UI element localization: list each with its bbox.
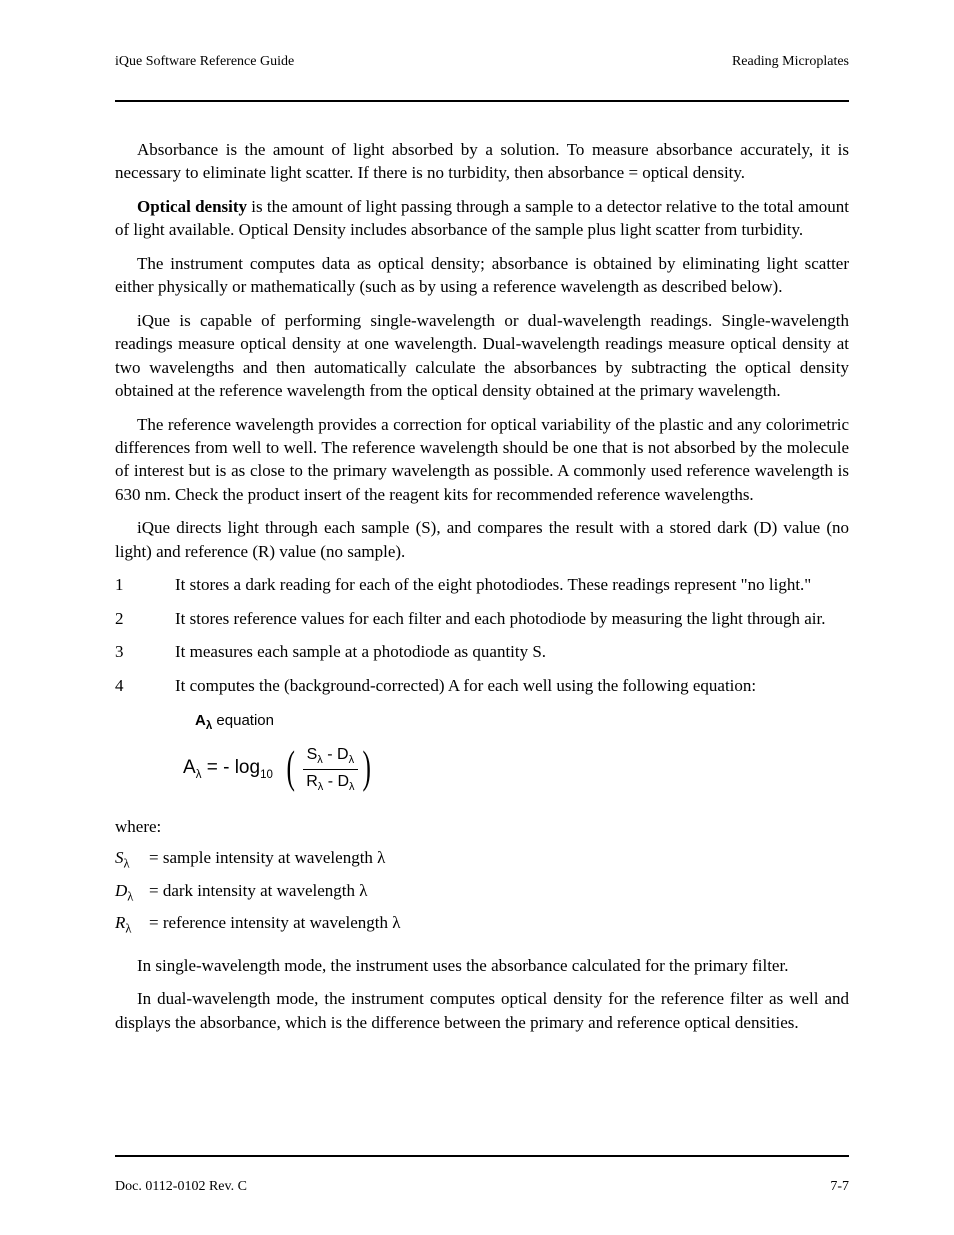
paragraph-dual-mode: In dual-wavelength mode, the instrument … xyxy=(115,987,849,1034)
eq-minus-2: - xyxy=(323,773,337,790)
equation-caption: Aλ equation xyxy=(195,711,849,735)
paragraph-directs: iQue directs light through each sample (… xyxy=(115,516,849,563)
eq-D-lambda-icon: λ xyxy=(349,754,355,766)
footer-left: Doc. 0112-0102 Rev. C xyxy=(115,1179,247,1195)
eq-eqlog: = - log xyxy=(201,757,260,778)
eq-D: D xyxy=(337,746,349,763)
footer-rule xyxy=(115,1155,849,1157)
where-text-d: = dark intensity at wavelength λ xyxy=(149,879,367,906)
where-sym-r: Rλ xyxy=(115,911,149,938)
where-text-r: = reference intensity at wavelength λ xyxy=(149,911,400,938)
sym-s-lambda-icon: λ xyxy=(124,856,130,870)
step-4: 4 It computes the (background-corrected)… xyxy=(115,674,849,697)
eq-fraction: Sλ - Dλ Rλ - Dλ xyxy=(302,743,358,797)
where-row-s: Sλ = sample intensity at wavelength λ xyxy=(115,846,849,873)
step-4-num: 4 xyxy=(115,674,175,697)
term-optical-density: Optical density xyxy=(137,197,247,216)
eq-D2: D xyxy=(337,773,349,790)
where-row-r: Rλ = reference intensity at wavelength λ xyxy=(115,911,849,938)
body-text: Absorbance is the amount of light absorb… xyxy=(115,138,849,1034)
where-block: Sλ = sample intensity at wavelength λ Dλ… xyxy=(115,846,849,938)
step-3-num: 3 xyxy=(115,640,175,663)
header-left: iQue Software Reference Guide xyxy=(115,54,294,70)
eq-D2-lambda-icon: λ xyxy=(349,781,355,793)
paragraph-reference: The reference wavelength provides a corr… xyxy=(115,413,849,507)
caption-A: A xyxy=(195,712,206,729)
where-s-end-lambda-icon: λ xyxy=(377,848,385,867)
absorbance-equation: Aλ = - log10 ( Sλ - Dλ Rλ - Dλ ) xyxy=(183,743,849,797)
where-row-d: Dλ = dark intensity at wavelength λ xyxy=(115,879,849,906)
where-sym-d: Dλ xyxy=(115,879,149,906)
step-2: 2 It stores reference values for each fi… xyxy=(115,607,849,630)
where-d-end-lambda-icon: λ xyxy=(359,881,367,900)
step-4-text: It computes the (background-corrected) A… xyxy=(175,674,849,697)
where-text-s: = sample intensity at wavelength λ xyxy=(149,846,385,873)
paragraph-instrument: The instrument computes data as optical … xyxy=(115,252,849,299)
eq-R: R xyxy=(306,773,318,790)
step-2-text: It stores reference values for each filt… xyxy=(175,607,849,630)
eq-numerator: Sλ - Dλ xyxy=(303,743,358,770)
sym-r-lambda-icon: λ xyxy=(125,922,131,936)
paragraph-od: Optical density is the amount of light p… xyxy=(115,195,849,242)
step-1-num: 1 xyxy=(115,573,175,596)
sym-r-letter: R xyxy=(115,913,125,932)
sym-d-letter: D xyxy=(115,881,127,900)
step-3: 3 It measures each sample at a photodiod… xyxy=(115,640,849,663)
step-2-num: 2 xyxy=(115,607,175,630)
sym-s-letter: S xyxy=(115,848,124,867)
eq-S: S xyxy=(307,746,318,763)
caption-text: equation xyxy=(212,712,274,729)
where-sym-s: Sλ xyxy=(115,846,149,873)
where-label: where: xyxy=(115,815,849,838)
page-footer: Doc. 0112-0102 Rev. C 7-7 xyxy=(115,1179,849,1195)
paragraph-absorbance: Absorbance is the amount of light absorb… xyxy=(115,138,849,185)
page-header: iQue Software Reference Guide Reading Mi… xyxy=(115,54,849,70)
paragraph-dual: iQue is capable of performing single-wav… xyxy=(115,309,849,403)
step-3-text: It measures each sample at a photodiode … xyxy=(175,640,849,663)
sym-d-lambda-icon: λ xyxy=(127,889,133,903)
header-rule xyxy=(115,100,849,102)
where-text-r-main: = reference intensity at wavelength xyxy=(149,913,392,932)
paragraph-single-mode: In single-wavelength mode, the instrumen… xyxy=(115,954,849,977)
step-1-text: It stores a dark reading for each of the… xyxy=(175,573,849,596)
left-bracket-icon: ( xyxy=(286,749,294,786)
right-bracket-icon: ) xyxy=(362,749,370,786)
step-1: 1 It stores a dark reading for each of t… xyxy=(115,573,849,596)
where-text-d-main: = dark intensity at wavelength xyxy=(149,881,359,900)
where-text-s-main: = sample intensity at wavelength xyxy=(149,848,377,867)
eq-denominator: Rλ - Dλ xyxy=(302,770,358,796)
eq-10: 10 xyxy=(260,769,273,781)
eq-lhs: Aλ = - log10 xyxy=(183,755,273,784)
eq-A: A xyxy=(183,757,196,778)
eq-minus-1: - xyxy=(323,746,337,763)
header-right: Reading Microplates xyxy=(732,54,849,70)
footer-right: 7-7 xyxy=(830,1179,849,1195)
where-r-end-lambda-icon: λ xyxy=(392,913,400,932)
